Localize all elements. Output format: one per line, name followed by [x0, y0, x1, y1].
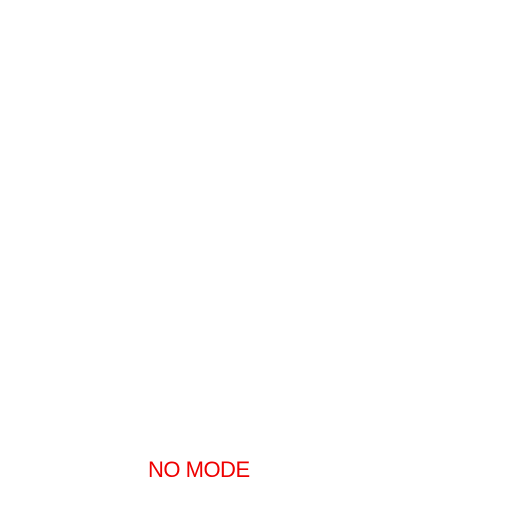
mode-status-label: NO MODE	[148, 457, 250, 482]
